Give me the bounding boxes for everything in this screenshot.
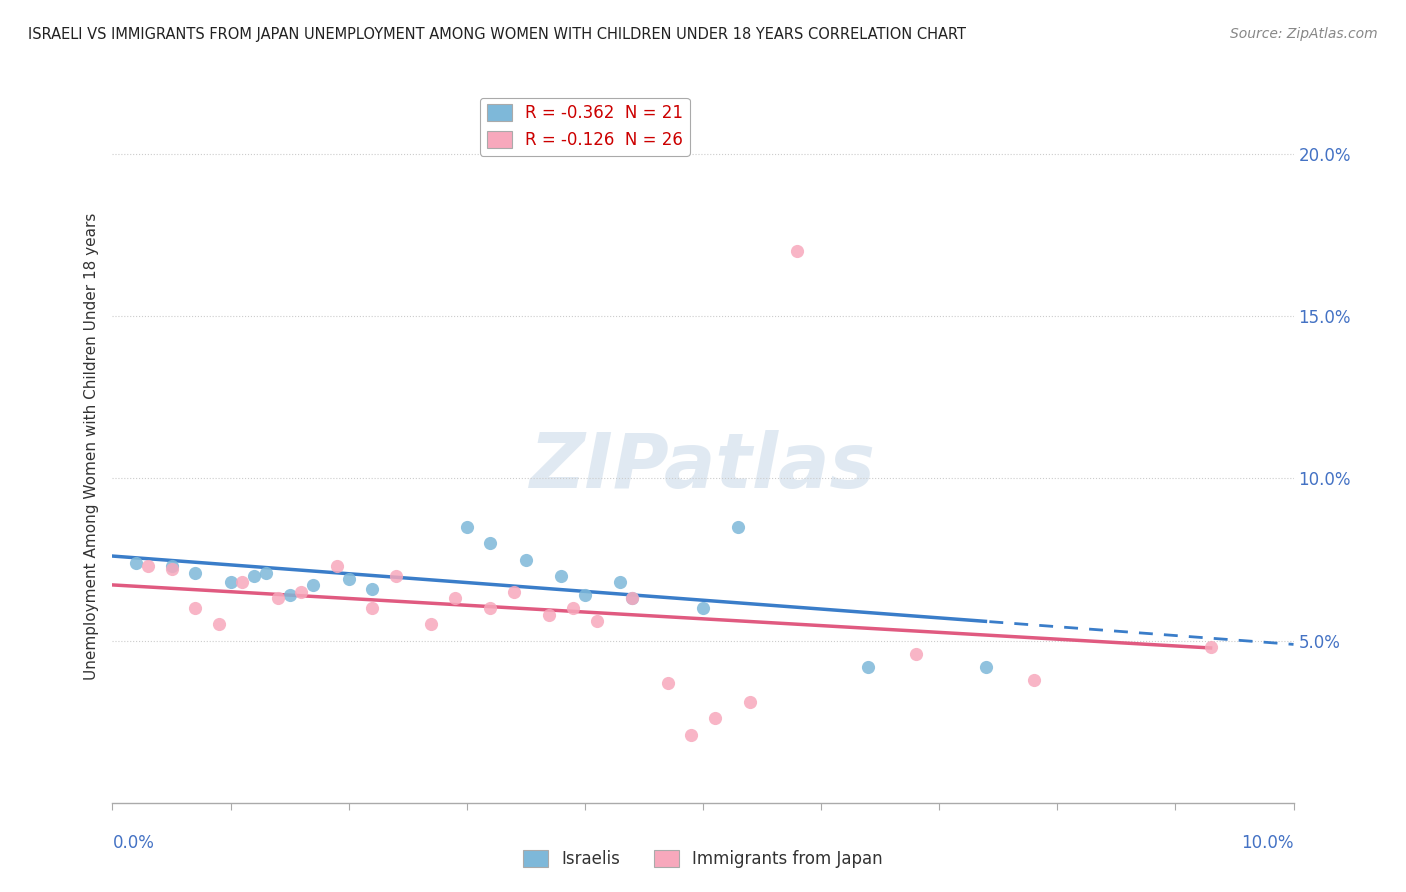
Point (786, 244, 808, 259)
Legend: Israelis, Immigrants from Japan: Israelis, Immigrants from Japan (516, 843, 890, 875)
Point (550, 568, 572, 582)
Point (219, 575, 242, 590)
Point (254, 566, 277, 580)
Point (456, 520, 478, 534)
Point (621, 591, 644, 606)
Point (681, 728, 703, 742)
Text: Source: ZipAtlas.com: Source: ZipAtlas.com (1230, 27, 1378, 41)
Point (727, 520, 749, 534)
Legend: R = -0.362  N = 21, R = -0.126  N = 26: R = -0.362 N = 21, R = -0.126 N = 26 (479, 97, 690, 155)
Text: 10.0%: 10.0% (1241, 834, 1294, 852)
Text: ZIPatlas: ZIPatlas (530, 431, 876, 504)
Point (1022, 673, 1045, 687)
Point (361, 601, 384, 615)
Point (361, 582, 384, 596)
Point (703, 711, 725, 725)
Point (184, 566, 207, 580)
Point (858, 659, 880, 673)
Text: ISRAELI VS IMMIGRANTS FROM JAPAN UNEMPLOYMENT AMONG WOMEN WITH CHILDREN UNDER 18: ISRAELI VS IMMIGRANTS FROM JAPAN UNEMPLO… (28, 27, 966, 42)
Point (337, 572, 360, 586)
Point (538, 607, 561, 622)
Point (385, 568, 408, 582)
Point (125, 556, 148, 570)
Point (302, 578, 325, 592)
Point (208, 617, 231, 632)
Point (904, 647, 927, 661)
Point (444, 591, 467, 606)
Point (503, 585, 526, 599)
Point (267, 591, 290, 606)
Point (740, 695, 762, 709)
Point (657, 675, 679, 690)
Point (479, 536, 502, 550)
Point (290, 585, 312, 599)
Point (609, 575, 631, 590)
Point (420, 617, 443, 632)
Point (692, 601, 714, 615)
Text: 0.0%: 0.0% (112, 834, 155, 852)
Point (621, 591, 644, 606)
Point (976, 659, 998, 673)
Point (585, 614, 607, 628)
Point (136, 559, 159, 574)
Point (574, 588, 596, 602)
Point (326, 559, 349, 574)
Y-axis label: Unemployment Among Women with Children Under 18 years: Unemployment Among Women with Children U… (83, 212, 98, 680)
Point (160, 562, 183, 576)
Point (243, 568, 266, 582)
Point (184, 601, 207, 615)
Point (278, 588, 301, 602)
Point (479, 601, 502, 615)
Point (160, 559, 183, 574)
Point (515, 552, 537, 566)
Point (562, 601, 585, 615)
Point (1199, 640, 1222, 654)
Point (231, 575, 253, 590)
